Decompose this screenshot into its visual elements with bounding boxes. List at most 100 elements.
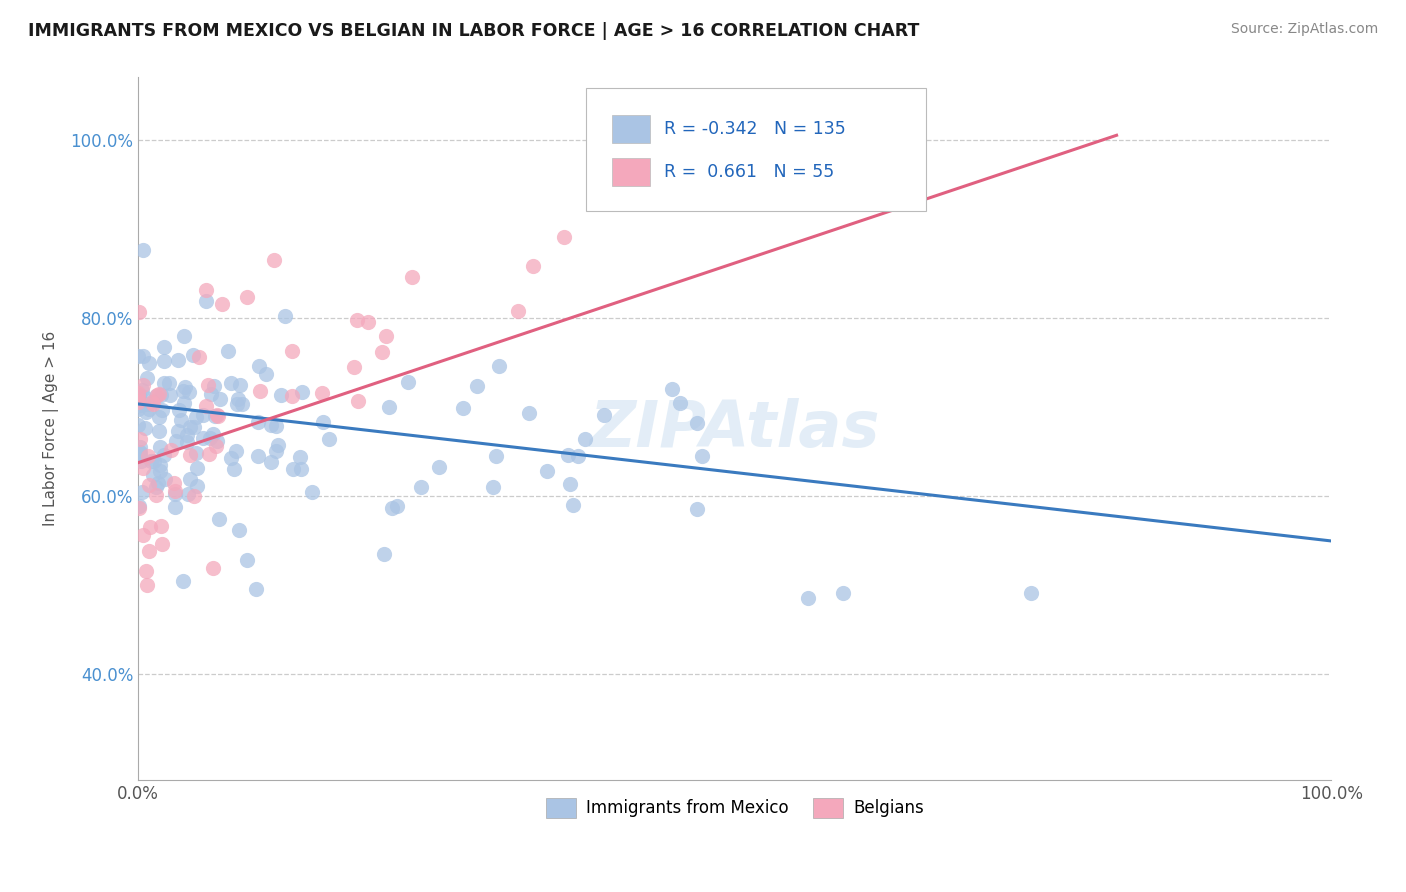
Point bbox=[167, 353, 190, 368]
Point bbox=[127, 395, 149, 409]
Point bbox=[560, 477, 582, 491]
Point bbox=[211, 297, 233, 311]
Point bbox=[145, 389, 167, 403]
Point bbox=[245, 582, 267, 596]
Point bbox=[346, 313, 368, 327]
Point bbox=[267, 438, 290, 452]
Point bbox=[184, 445, 207, 459]
Point bbox=[401, 270, 423, 285]
Point bbox=[141, 454, 163, 468]
Point bbox=[136, 397, 159, 411]
Point bbox=[522, 259, 544, 273]
Point bbox=[291, 384, 314, 399]
Point bbox=[228, 524, 250, 538]
Point bbox=[485, 449, 508, 463]
Point bbox=[451, 401, 474, 416]
Point bbox=[149, 464, 172, 478]
Point bbox=[796, 591, 818, 606]
FancyBboxPatch shape bbox=[612, 115, 650, 143]
Point bbox=[225, 444, 247, 458]
Point bbox=[205, 408, 228, 422]
Point bbox=[138, 356, 160, 370]
Point bbox=[686, 502, 709, 516]
Point bbox=[177, 487, 200, 501]
Point bbox=[574, 432, 596, 446]
Point bbox=[145, 488, 167, 502]
Point bbox=[163, 475, 186, 490]
Point bbox=[385, 500, 408, 514]
Point bbox=[488, 359, 510, 373]
Point bbox=[191, 431, 214, 445]
Point bbox=[172, 384, 194, 399]
Text: IMMIGRANTS FROM MEXICO VS BELGIAN IN LABOR FORCE | AGE > 16 CORRELATION CHART: IMMIGRANTS FROM MEXICO VS BELGIAN IN LAB… bbox=[28, 22, 920, 40]
Point bbox=[153, 340, 176, 354]
Point bbox=[155, 472, 177, 486]
Point bbox=[176, 434, 198, 449]
Point bbox=[127, 417, 149, 432]
Point bbox=[247, 359, 270, 373]
Point bbox=[149, 458, 172, 472]
Legend: Immigrants from Mexico, Belgians: Immigrants from Mexico, Belgians bbox=[538, 791, 931, 825]
Point bbox=[129, 433, 152, 447]
Point bbox=[172, 574, 194, 588]
Point bbox=[194, 283, 217, 297]
Text: R = -0.342   N = 135: R = -0.342 N = 135 bbox=[664, 120, 846, 137]
Point bbox=[482, 480, 505, 494]
Point bbox=[132, 390, 155, 404]
Point bbox=[219, 376, 242, 391]
Point bbox=[149, 518, 172, 533]
Point bbox=[165, 483, 187, 498]
Point bbox=[592, 409, 614, 423]
Point bbox=[201, 561, 224, 575]
Point bbox=[686, 416, 709, 430]
Point bbox=[148, 425, 170, 439]
Point bbox=[226, 396, 249, 410]
Point bbox=[517, 406, 540, 420]
Text: Source: ZipAtlas.com: Source: ZipAtlas.com bbox=[1230, 22, 1378, 37]
Point bbox=[249, 384, 271, 398]
Point bbox=[371, 344, 394, 359]
Point bbox=[139, 520, 162, 534]
Point bbox=[131, 383, 153, 397]
Point bbox=[373, 547, 395, 561]
FancyBboxPatch shape bbox=[612, 158, 650, 186]
Point bbox=[274, 309, 297, 323]
Point bbox=[283, 462, 305, 476]
Point bbox=[132, 378, 155, 392]
Point bbox=[128, 398, 150, 412]
Point bbox=[127, 391, 149, 405]
Point bbox=[357, 315, 380, 329]
Point bbox=[132, 349, 155, 363]
Point bbox=[128, 500, 150, 514]
Point bbox=[201, 427, 224, 442]
Point bbox=[1019, 586, 1042, 600]
Point bbox=[179, 448, 201, 462]
Point bbox=[146, 476, 169, 491]
Point bbox=[347, 393, 370, 408]
Point bbox=[217, 344, 239, 359]
Point bbox=[209, 392, 232, 406]
Point bbox=[129, 448, 152, 462]
Point bbox=[465, 378, 488, 392]
Point bbox=[290, 462, 312, 476]
Point bbox=[690, 449, 713, 463]
Point bbox=[553, 230, 575, 244]
Point bbox=[219, 451, 242, 466]
Point bbox=[150, 402, 173, 417]
Point bbox=[301, 484, 323, 499]
Point bbox=[202, 378, 225, 392]
Point bbox=[342, 360, 364, 375]
Point bbox=[260, 454, 283, 468]
Point bbox=[186, 460, 208, 475]
FancyBboxPatch shape bbox=[585, 88, 925, 211]
Point bbox=[375, 329, 398, 343]
Point bbox=[176, 428, 198, 442]
Point bbox=[150, 387, 173, 401]
Point bbox=[170, 413, 193, 427]
Point bbox=[138, 478, 160, 492]
Point bbox=[567, 449, 589, 463]
Point bbox=[311, 386, 333, 401]
Point bbox=[145, 480, 167, 494]
Point bbox=[260, 418, 283, 433]
Point bbox=[562, 499, 585, 513]
